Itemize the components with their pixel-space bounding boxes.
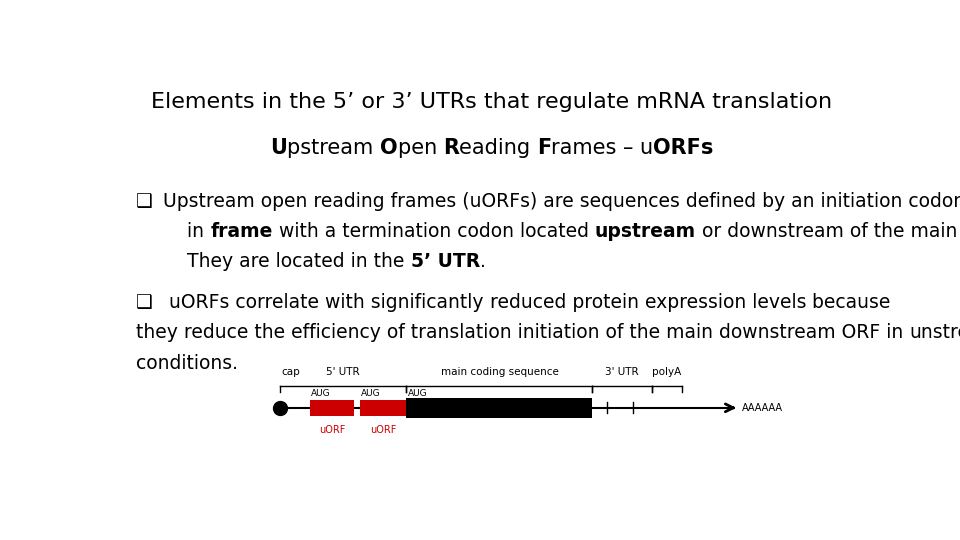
Text: uORF: uORF xyxy=(319,426,346,435)
Text: 3' UTR: 3' UTR xyxy=(606,367,639,377)
Text: F: F xyxy=(538,138,551,158)
Text: O: O xyxy=(380,138,397,158)
Text: Elements in the 5’ or 3’ UTRs that regulate mRNA translation: Elements in the 5’ or 3’ UTRs that regul… xyxy=(152,92,832,112)
Text: pstream: pstream xyxy=(287,138,380,158)
Text: They are located in the: They are located in the xyxy=(163,252,411,271)
Text: upstream: upstream xyxy=(594,222,696,241)
Text: AUG: AUG xyxy=(361,389,381,398)
Text: main coding sequence: main coding sequence xyxy=(441,367,559,377)
FancyBboxPatch shape xyxy=(360,400,406,416)
Text: 5’ UTR: 5’ UTR xyxy=(411,252,480,271)
Text: ORFs: ORFs xyxy=(654,138,714,158)
Text: uORFs correlate with significantly: uORFs correlate with significantly xyxy=(163,293,490,312)
Text: conditions.: conditions. xyxy=(136,354,238,373)
Text: ❑: ❑ xyxy=(136,192,153,211)
Text: ❑: ❑ xyxy=(136,293,153,312)
Text: with a termination codon located: with a termination codon located xyxy=(273,222,594,241)
Text: they reduce the efficiency of translation initiation of the main downstream ORF : they reduce the efficiency of translatio… xyxy=(136,323,910,342)
Text: polyA: polyA xyxy=(652,367,682,377)
Text: frame: frame xyxy=(210,222,273,241)
Text: 5' UTR: 5' UTR xyxy=(326,367,360,377)
Text: or downstream of the main AUG.: or downstream of the main AUG. xyxy=(696,222,960,241)
Text: AAAAAA: AAAAAA xyxy=(742,403,783,413)
Text: pen: pen xyxy=(397,138,444,158)
Text: AUG: AUG xyxy=(408,389,427,398)
Text: reduced protein expression levels: reduced protein expression levels xyxy=(490,293,806,312)
Text: uORF: uORF xyxy=(370,426,396,435)
Text: U: U xyxy=(270,138,287,158)
Text: Upstream open reading frames (uORFs) are sequences defined by an initiation codo: Upstream open reading frames (uORFs) are… xyxy=(163,192,960,211)
Text: AUG: AUG xyxy=(311,389,331,398)
FancyBboxPatch shape xyxy=(406,398,592,418)
Text: because: because xyxy=(806,293,891,312)
Text: R: R xyxy=(444,138,460,158)
Text: eading: eading xyxy=(460,138,538,158)
Text: in: in xyxy=(163,222,210,241)
Text: cap: cap xyxy=(281,367,300,377)
Text: unstressed: unstressed xyxy=(910,323,960,342)
Text: .: . xyxy=(480,252,486,271)
Text: rames – u: rames – u xyxy=(551,138,654,158)
FancyBboxPatch shape xyxy=(310,400,354,416)
